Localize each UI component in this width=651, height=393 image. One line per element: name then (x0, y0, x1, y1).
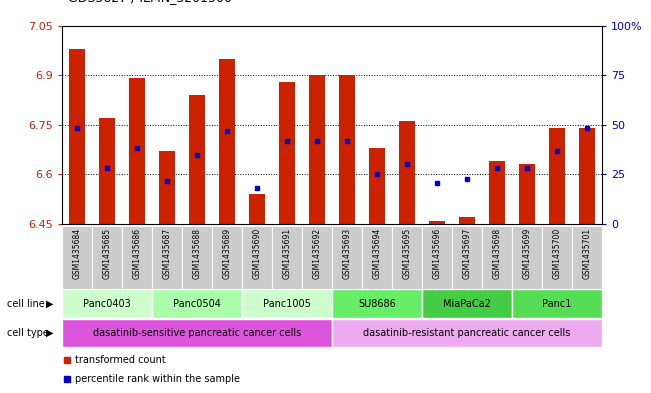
Bar (62, 226, 92, 289)
Text: ▶: ▶ (46, 328, 54, 338)
Bar (242, 289, 332, 318)
Bar (452, 226, 482, 289)
Bar (98, 118, 115, 224)
Bar (242, 226, 272, 289)
Text: GSM1435691: GSM1435691 (283, 228, 292, 279)
Bar (122, 226, 152, 289)
Text: MiaPaCa2: MiaPaCa2 (443, 299, 491, 309)
Text: GSM1435687: GSM1435687 (162, 228, 171, 279)
Bar (339, 75, 355, 224)
Bar (182, 226, 212, 289)
Text: GSM1435689: GSM1435689 (223, 228, 232, 279)
Bar (129, 79, 145, 224)
Bar (152, 226, 182, 289)
Text: GSM1435692: GSM1435692 (312, 228, 322, 279)
Text: dasatinib-resistant pancreatic cancer cells: dasatinib-resistant pancreatic cancer ce… (363, 328, 571, 338)
Text: dasatinib-sensitive pancreatic cancer cells: dasatinib-sensitive pancreatic cancer ce… (93, 328, 301, 338)
Bar (429, 221, 445, 224)
Bar (399, 121, 415, 224)
Bar (62, 289, 152, 318)
Bar (249, 194, 265, 224)
Text: Panc1: Panc1 (542, 299, 572, 309)
Text: GDS5627 / ILMN_3201500: GDS5627 / ILMN_3201500 (68, 0, 232, 4)
Text: transformed count: transformed count (76, 355, 166, 365)
Text: GSM1435686: GSM1435686 (132, 228, 141, 279)
Bar (512, 289, 602, 318)
Bar (332, 289, 422, 318)
Bar (302, 226, 332, 289)
Text: GSM1435699: GSM1435699 (523, 228, 532, 279)
Bar (392, 226, 422, 289)
Bar (159, 151, 175, 224)
Text: GSM1435694: GSM1435694 (372, 228, 381, 279)
Bar (332, 319, 602, 347)
Text: GSM1435685: GSM1435685 (102, 228, 111, 279)
Bar (519, 165, 535, 224)
Text: GSM1435698: GSM1435698 (493, 228, 502, 279)
Bar (272, 226, 302, 289)
Text: GSM1435693: GSM1435693 (342, 228, 352, 279)
Bar (279, 82, 296, 224)
Text: SU8686: SU8686 (358, 299, 396, 309)
Text: GSM1435696: GSM1435696 (432, 228, 441, 279)
Bar (572, 226, 602, 289)
Bar (368, 148, 385, 224)
Bar (459, 217, 475, 224)
Bar (68, 49, 85, 224)
Bar (489, 161, 505, 224)
Bar (152, 289, 242, 318)
Bar (482, 226, 512, 289)
Text: ▶: ▶ (46, 299, 54, 309)
Bar (512, 226, 542, 289)
Bar (422, 226, 452, 289)
Text: GSM1435690: GSM1435690 (253, 228, 262, 279)
Text: GSM1435697: GSM1435697 (463, 228, 471, 279)
Text: percentile rank within the sample: percentile rank within the sample (76, 374, 240, 384)
Bar (549, 128, 566, 224)
Text: GSM1435695: GSM1435695 (402, 228, 411, 279)
Bar (332, 226, 362, 289)
Bar (542, 226, 572, 289)
Text: GSM1435700: GSM1435700 (553, 228, 562, 279)
Bar (212, 226, 242, 289)
Text: Panc0504: Panc0504 (173, 299, 221, 309)
Bar (422, 289, 512, 318)
Text: cell line: cell line (7, 299, 44, 309)
Text: GSM1435688: GSM1435688 (193, 228, 201, 279)
Bar (92, 226, 122, 289)
Text: cell type: cell type (7, 328, 48, 338)
Text: GSM1435684: GSM1435684 (72, 228, 81, 279)
Bar (309, 75, 326, 224)
Bar (62, 319, 332, 347)
Bar (189, 95, 205, 224)
Bar (362, 226, 392, 289)
Text: Panc0403: Panc0403 (83, 299, 131, 309)
Text: Panc1005: Panc1005 (263, 299, 311, 309)
Text: GSM1435701: GSM1435701 (583, 228, 592, 279)
Bar (579, 128, 596, 224)
Bar (219, 59, 235, 224)
